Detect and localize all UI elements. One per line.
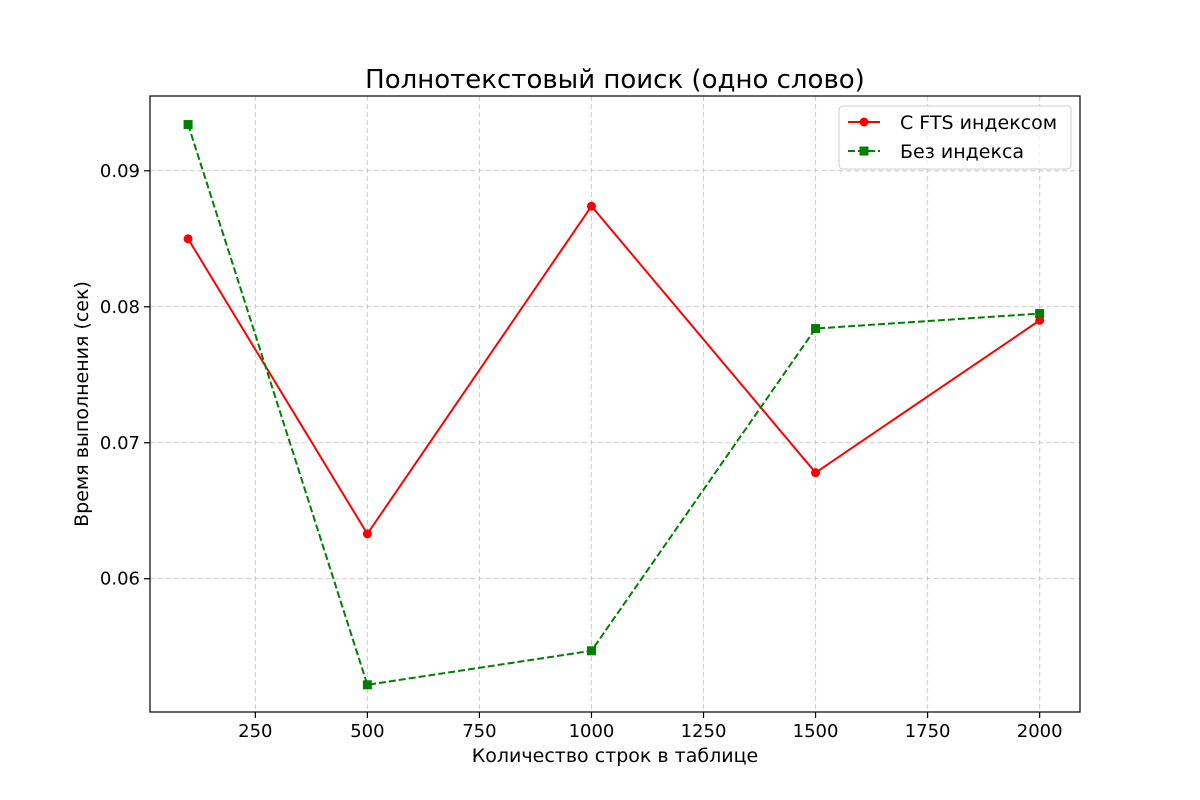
data-point-fts — [1035, 315, 1045, 325]
chart-title: Полнотекстовый поиск (одно слово) — [365, 65, 865, 95]
data-point-fts — [586, 201, 596, 211]
grid — [150, 96, 1080, 712]
data-point-fts — [183, 234, 193, 244]
legend-marker-fts — [859, 117, 869, 127]
data-point-fts — [811, 468, 821, 478]
x-tick-label: 1750 — [905, 721, 951, 742]
x-tick-label: 1500 — [793, 721, 839, 742]
y-tick-label: 0.07 — [100, 433, 140, 454]
data-point-no-index — [1035, 309, 1045, 319]
data-point-no-index — [183, 120, 193, 130]
data-point-no-index — [362, 680, 372, 690]
ticks: 250 500 750 1000 1250 1500 1750 2000 0.06 0.07 0.0… — [100, 161, 1063, 742]
legend: С FTS индексом Без индекса — [838, 105, 1072, 170]
series-no-index — [183, 120, 1045, 690]
x-tick-label: 500 — [350, 721, 384, 742]
legend-label-fts: С FTS индексом — [900, 112, 1057, 134]
x-tick-label: 250 — [238, 721, 272, 742]
y-axis-label: Время выполнения (сек) — [71, 281, 93, 527]
x-tick-label: 1250 — [681, 721, 727, 742]
y-tick-label: 0.08 — [100, 297, 140, 318]
legend-box — [838, 105, 1072, 170]
x-tick-label: 1000 — [569, 721, 615, 742]
y-tick-label: 0.09 — [100, 161, 140, 182]
x-tick-label: 2000 — [1017, 721, 1063, 742]
x-tick-label: 750 — [462, 721, 496, 742]
data-point-fts — [362, 529, 372, 539]
y-tick-label: 0.06 — [100, 569, 140, 590]
legend-label-no-index: Без индекса — [900, 141, 1024, 163]
data-point-no-index — [811, 324, 821, 334]
plot-area-frame — [149, 95, 1081, 713]
legend-marker-no-index — [859, 146, 869, 156]
series-fts — [183, 201, 1045, 539]
x-axis-label: Количество строк в таблице — [472, 745, 758, 767]
data-point-no-index — [586, 646, 596, 656]
series-layer — [183, 120, 1045, 690]
